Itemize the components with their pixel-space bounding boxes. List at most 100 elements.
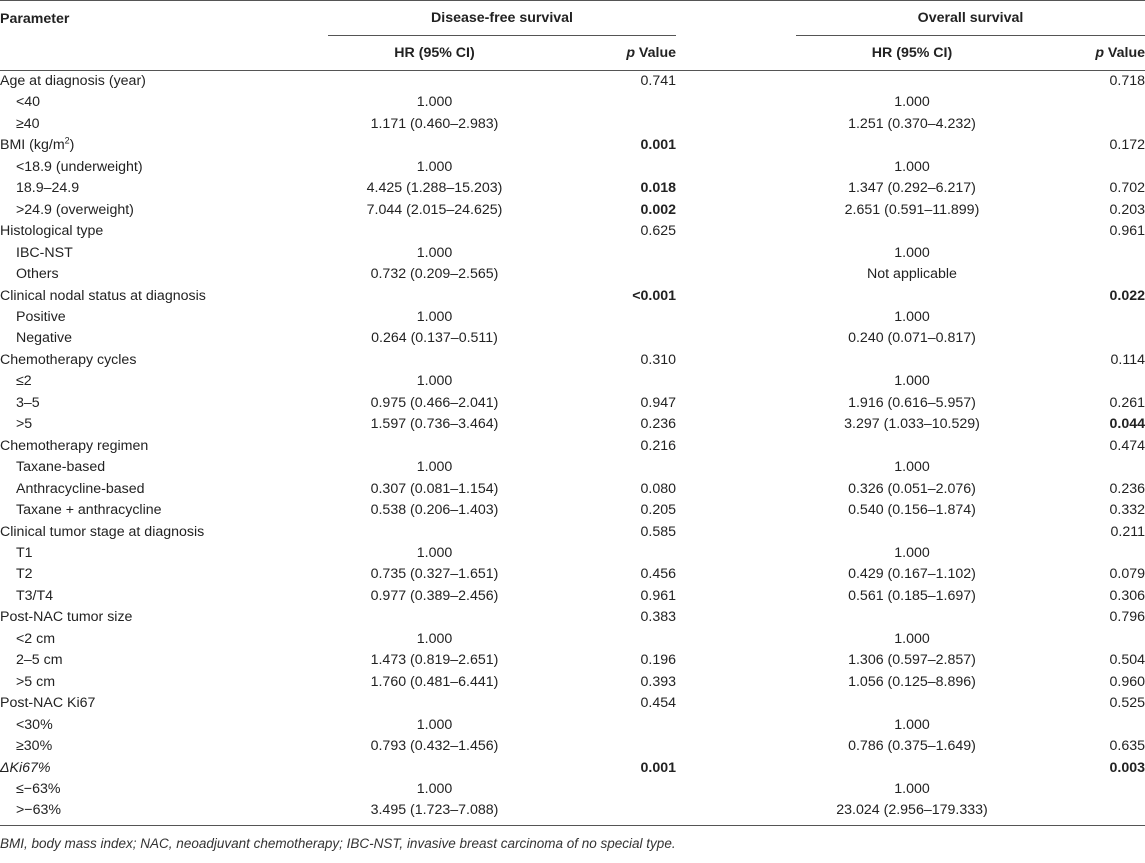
os-hr-cell	[796, 71, 1028, 93]
os-p-cell	[1028, 157, 1145, 178]
dfs-p-cell	[541, 328, 676, 349]
table-row: Chemotherapy cycles 0.310 0.114	[0, 350, 1145, 371]
parameter-sub-label: >−63%	[0, 800, 328, 826]
table-row: 3–5 0.975 (0.466–2.041) 0.947 1.916 (0.616–…	[0, 393, 1145, 414]
dfs-p-cell: <0.001	[632, 287, 676, 304]
os-p-cell	[1028, 243, 1145, 264]
table-row: ≤−63% 1.000 1.000	[0, 779, 1145, 800]
dfs-hr-cell: 1.000	[416, 780, 453, 797]
dfs-hr-cell: 0.538 (0.206–1.403)	[370, 502, 499, 519]
dfs-hr-cell: 3.495 (1.723–7.088)	[328, 800, 541, 826]
dfs-hr-cell	[328, 286, 541, 307]
os-p-cell	[1028, 114, 1145, 135]
dfs-p-cell: 0.383	[640, 609, 676, 626]
table-row: ≤2 1.000 1.000	[0, 371, 1145, 392]
table-row: ≥40 1.171 (0.460–2.983) 1.251 (0.370–4.232…	[0, 114, 1145, 135]
dfs-p-cell	[541, 629, 676, 650]
table-row: >24.9 (overweight) 7.044 (2.015–24.625) 0.…	[0, 200, 1145, 221]
dfs-group-header: Disease-free survival	[328, 0, 676, 36]
table-row: >5 1.597 (0.736–3.464) 0.236 3.297 (1.033–1…	[0, 414, 1145, 435]
parameter-sub-label: Taxane + anthracycline	[16, 502, 162, 519]
table-row: Clinical nodal status at diagnosis <0.001…	[0, 286, 1145, 307]
os-p-cell: 0.079	[1109, 566, 1145, 583]
os-hr-cell: Not applicable	[867, 266, 957, 283]
dfs-p-cell	[541, 92, 676, 113]
os-hr-cell: 0.561 (0.185–1.697)	[848, 587, 976, 604]
spacer-cell	[676, 693, 796, 714]
table-row: IBC-NST 1.000 1.000	[0, 243, 1145, 264]
dfs-p-cell: 0.001	[640, 137, 676, 154]
dfs-hr-cell: 1.000	[416, 94, 453, 111]
spacer-cell	[676, 607, 796, 628]
dfs-hr-cell: 0.264 (0.137–0.511)	[371, 330, 498, 347]
table-footnote: BMI, body mass index; NAC, neoadjuvant c…	[0, 835, 676, 851]
spacer-cell	[676, 92, 796, 113]
parameter-group-label: Histological type	[0, 223, 104, 240]
os-hr-cell: 1.000	[894, 716, 930, 733]
os-p-cell: 0.203	[1109, 201, 1145, 218]
os-p-cell	[1028, 92, 1145, 113]
dfs-hr-cell: 1.597 (0.736–3.464)	[370, 416, 499, 433]
os-p-cell	[1028, 715, 1145, 736]
dfs-hr-cell: 0.307 (0.081–1.154)	[370, 480, 499, 497]
table-row: Post-NAC tumor size 0.383 0.796	[0, 607, 1145, 628]
os-hr-cell	[796, 522, 1028, 543]
dfs-p-cell: 0.196	[640, 652, 676, 669]
os-hr-cell	[796, 286, 1028, 307]
spacer-cell	[676, 715, 796, 736]
spacer-cell	[676, 243, 796, 264]
dfs-p-cell	[541, 779, 676, 800]
os-hr-cell: 0.429 (0.167–1.102)	[848, 566, 976, 583]
dfs-hr-cell: 0.977 (0.389–2.456)	[370, 587, 499, 604]
dfs-p-cell	[541, 371, 676, 392]
table-row: BMI (kg/m2) 0.001 0.172	[0, 135, 1145, 156]
spacer-cell	[676, 479, 796, 500]
dfs-p-cell	[541, 543, 676, 564]
os-hr-cell: 1.000	[894, 544, 930, 561]
table-row: Chemotherapy regimen 0.216 0.474	[0, 436, 1145, 457]
dfs-hr-cell: 1.000	[416, 244, 453, 261]
parameter-group-label: Age at diagnosis (year)	[0, 73, 146, 89]
table-row: Others 0.732 (0.209–2.565) Not applicable	[0, 264, 1145, 285]
dfs-hr-cell	[328, 135, 541, 156]
os-hr-cell	[796, 221, 1028, 242]
parameter-group-label: ΔKi67%	[0, 759, 51, 776]
os-p-cell: 0.022	[1109, 287, 1145, 304]
parameter-sub-label: ≤2	[16, 373, 32, 390]
dfs-p-cell	[541, 264, 676, 285]
os-hr-cell	[796, 350, 1028, 371]
table-row: >−63% 3.495 (1.723–7.088) 23.024 (2.956–17…	[0, 800, 1145, 826]
os-hr-cell: 1.000	[894, 308, 930, 325]
table-row: <2 cm 1.000 1.000	[0, 629, 1145, 650]
dfs-hr-cell: 0.732 (0.209–2.565)	[370, 266, 499, 283]
os-p-cell: 0.332	[1109, 502, 1145, 519]
spacer-cell	[676, 328, 796, 349]
parameter-sub-label: ≥40	[16, 115, 40, 132]
spacer-cell	[676, 393, 796, 414]
parameter-sub-label: >5 cm	[16, 673, 56, 690]
os-hr-cell: 0.240 (0.071–0.817)	[848, 330, 976, 347]
dfs-hr-cell: 7.044 (2.015–24.625)	[366, 201, 503, 218]
os-p-cell: 0.114	[1110, 351, 1145, 368]
parameter-sub-label: Taxane-based	[16, 459, 106, 476]
spacer-cell	[676, 650, 796, 671]
os-hr-cell: 1.347 (0.292–6.217)	[848, 180, 976, 197]
spacer-cell	[676, 200, 796, 221]
dfs-group-label: Disease-free survival	[328, 1, 676, 36]
os-p-cell	[1028, 543, 1145, 564]
dfs-hr-cell	[328, 350, 541, 371]
parameter-sub-label: T1	[16, 544, 33, 561]
dfs-p-cell: 0.001	[640, 759, 676, 776]
dfs-hr-cell	[328, 221, 541, 242]
parameter-sub-label: Positive	[16, 308, 66, 325]
dfs-p-cell: 0.456	[640, 566, 676, 583]
os-p-cell	[1028, 328, 1145, 349]
spacer-cell	[676, 629, 796, 650]
table-row: T1 1.000 1.000	[0, 543, 1145, 564]
os-hr-cell: 2.651 (0.591–11.899)	[844, 201, 980, 218]
os-p-cell	[1028, 371, 1145, 392]
dfs-hr-cell: 0.793 (0.432–1.456)	[370, 738, 499, 755]
dfs-p-cell: 0.625	[640, 223, 676, 240]
parameter-sub-label: >5	[16, 416, 33, 433]
dfs-p-cell	[541, 243, 676, 264]
